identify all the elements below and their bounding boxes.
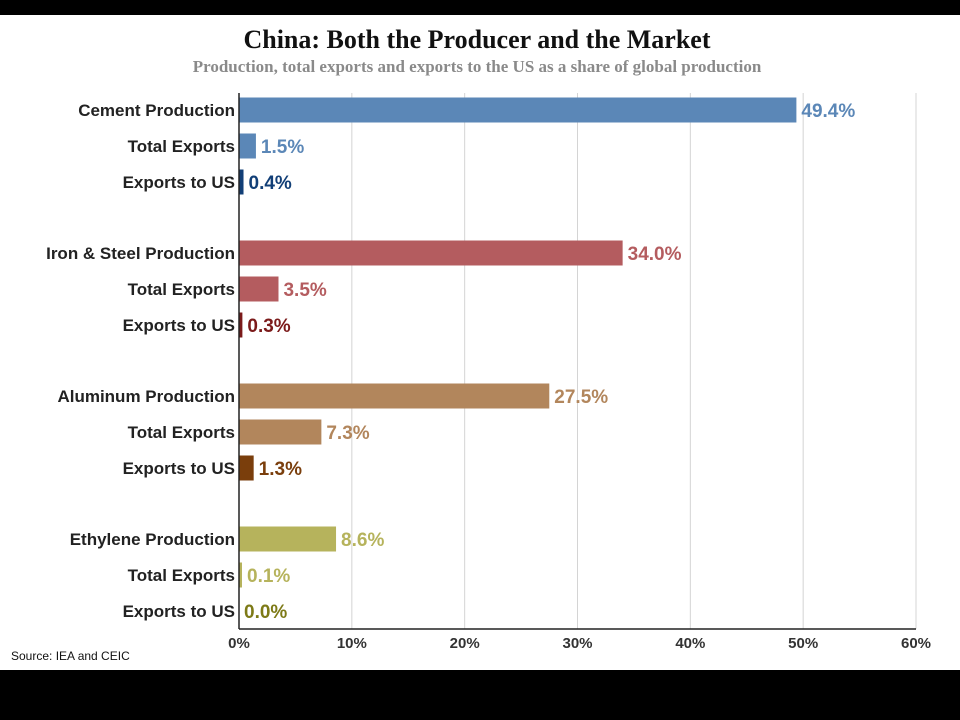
bar [239, 240, 623, 266]
bar [239, 526, 337, 552]
bar [239, 312, 243, 338]
category-label: Exports to US [123, 173, 235, 192]
bars [239, 97, 797, 588]
value-label: 49.4% [801, 101, 855, 122]
x-tick-label: 40% [675, 635, 705, 652]
chart-title: China: Both the Producer and the Market [243, 25, 711, 54]
value-label: 0.4% [249, 173, 292, 194]
category-label: Total Exports [128, 423, 235, 442]
chart-subtitle: Production, total exports and exports to… [192, 57, 762, 76]
x-tick-label: 10% [337, 635, 367, 652]
value-label: 0.0% [244, 602, 287, 623]
bar [239, 419, 322, 445]
slide: China: Both the Producer and the Market … [0, 15, 960, 670]
x-tick-label: 20% [450, 635, 480, 652]
value-label: 0.3% [247, 316, 290, 337]
value-label: 1.3% [259, 459, 302, 480]
value-label: 3.5% [283, 280, 326, 301]
bar [239, 276, 279, 302]
category-label: Iron & Steel Production [46, 244, 235, 263]
bar [239, 455, 254, 481]
category-label: Total Exports [128, 566, 235, 585]
gridlines [351, 93, 917, 629]
category-label: Total Exports [128, 137, 235, 156]
x-tick-label: 50% [788, 635, 818, 652]
value-label: 8.6% [341, 530, 384, 551]
source-note: Source: IEA and CEIC [11, 649, 130, 663]
x-tick-label: 60% [901, 635, 931, 652]
axes: 0% 10% 20% 30% 40% 50% 60% Cement Production 49.… [46, 93, 931, 652]
bar [239, 133, 256, 159]
bar [239, 169, 244, 195]
bar [239, 562, 242, 588]
bar [239, 97, 797, 123]
category-label: Ethylene Production [70, 530, 235, 549]
category-label: Aluminum Production [57, 387, 235, 406]
bar [239, 383, 550, 409]
category-label: Exports to US [123, 459, 235, 478]
value-label: 27.5% [554, 387, 608, 408]
category-label: Exports to US [123, 316, 235, 335]
category-label: Cement Production [78, 101, 235, 120]
bar-chart: 0% 10% 20% 30% 40% 50% 60% Cement Production 49.… [46, 93, 931, 652]
value-label: 0.1% [247, 566, 290, 587]
category-label: Exports to US [123, 602, 235, 621]
x-tick-label: 30% [562, 635, 592, 652]
value-label: 1.5% [261, 137, 304, 158]
value-label: 34.0% [628, 244, 682, 265]
x-tick-label: 0% [228, 635, 250, 652]
value-label: 7.3% [326, 423, 369, 444]
category-label: Total Exports [128, 280, 235, 299]
